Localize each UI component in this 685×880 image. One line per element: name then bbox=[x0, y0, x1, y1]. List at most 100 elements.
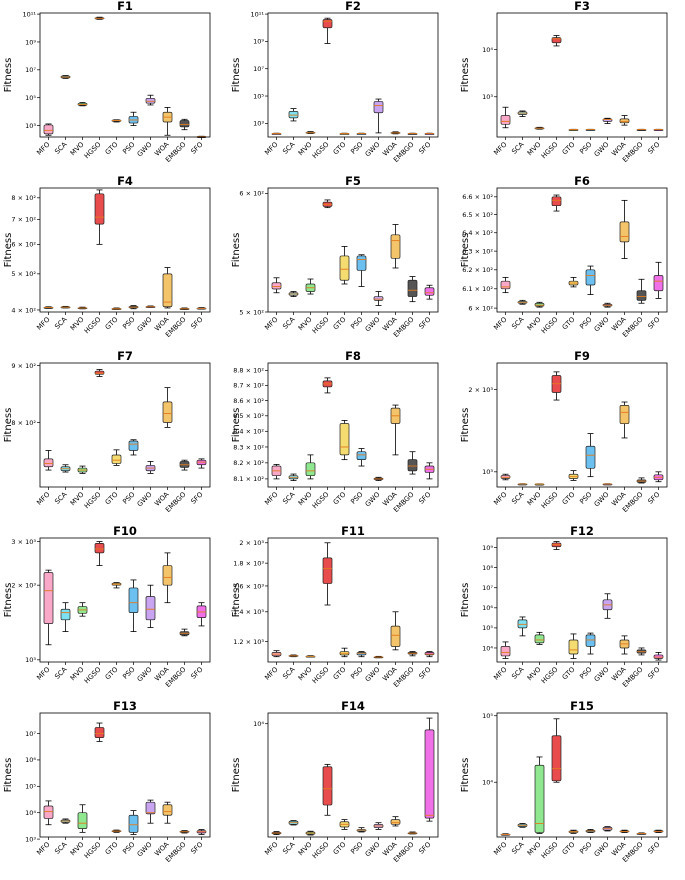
x-tick-label: SCA bbox=[53, 140, 69, 156]
box-iqr bbox=[94, 727, 105, 738]
box-iqr bbox=[568, 639, 579, 655]
x-tick-label: PSO bbox=[349, 490, 364, 505]
y-tick-label: 10³ bbox=[482, 93, 493, 101]
x-tick-label: GWO bbox=[593, 665, 611, 683]
x-tick-label: SFO bbox=[417, 140, 432, 155]
y-tick-label: 5 × 10² bbox=[239, 308, 264, 316]
x-tick-label: GTO bbox=[561, 665, 577, 681]
box-iqr bbox=[162, 804, 173, 816]
y-axis-label: Fitness bbox=[231, 583, 242, 618]
box-gto bbox=[339, 420, 350, 461]
box-mvo bbox=[534, 301, 545, 308]
x-tick-label: HGSO bbox=[311, 490, 331, 510]
x-tick-label: MFO bbox=[35, 315, 51, 331]
x-tick-label: GWO bbox=[593, 140, 611, 158]
box-pso bbox=[356, 132, 367, 135]
x-tick-label: SFO bbox=[646, 140, 661, 155]
box-iqr bbox=[322, 557, 333, 584]
y-axis-label: Fitness bbox=[231, 233, 242, 268]
box-iqr bbox=[585, 445, 596, 469]
x-tick-label: SFO bbox=[189, 490, 204, 505]
plot-frame bbox=[496, 187, 668, 313]
box-hgso bbox=[322, 199, 333, 209]
box-sfo bbox=[424, 651, 435, 658]
y-tick-label: 10⁷ bbox=[25, 66, 36, 74]
y-tick-label: 10¹¹ bbox=[23, 10, 37, 18]
y-axis-label: Fitness bbox=[3, 233, 14, 268]
x-tick-label: SCA bbox=[53, 315, 69, 331]
box-iqr bbox=[551, 735, 562, 782]
panel-title: F3 bbox=[574, 0, 590, 13]
box-mvo bbox=[305, 830, 316, 836]
box-iqr bbox=[390, 234, 401, 259]
box-sfo bbox=[196, 458, 207, 469]
y-tick-label: 8.4 × 10² bbox=[233, 428, 264, 436]
box-iqr bbox=[60, 608, 71, 621]
box-gwo bbox=[602, 117, 613, 124]
box-hgso bbox=[322, 763, 333, 816]
box-iqr bbox=[585, 634, 596, 647]
x-tick-label: MFO bbox=[263, 840, 279, 856]
y-tick-label: 7 × 10² bbox=[11, 216, 36, 224]
box-gto bbox=[111, 829, 122, 833]
x-tick-label: MFO bbox=[492, 840, 508, 856]
box-iqr bbox=[373, 296, 384, 301]
y-tick-label: 2 × 10³ bbox=[239, 539, 264, 547]
x-tick-label: GTO bbox=[332, 665, 348, 681]
x-tick-label: SCA bbox=[510, 665, 526, 681]
y-tick-label: 2 × 10³ bbox=[11, 581, 36, 589]
panel-f8: F8 Fitness 8.1 × 10² 8.2 × 10² 8.3 × 10² 8.4 … bbox=[231, 349, 439, 514]
box-hgso bbox=[322, 542, 333, 606]
box-sca bbox=[288, 473, 299, 481]
box-pso bbox=[585, 829, 596, 833]
box-gwo bbox=[145, 94, 156, 106]
box-gto bbox=[111, 582, 122, 589]
box-hgso bbox=[94, 189, 105, 245]
y-tick-label: 10⁷ bbox=[482, 584, 493, 592]
box-gto bbox=[568, 470, 579, 481]
box-pso bbox=[585, 265, 596, 295]
plot-frame bbox=[496, 712, 668, 838]
x-tick-label: MFO bbox=[263, 140, 279, 156]
x-tick-label: GWO bbox=[593, 490, 611, 508]
y-tick-label: 10⁵ bbox=[25, 94, 36, 102]
x-tick-label: GWO bbox=[593, 840, 611, 858]
box-woa bbox=[162, 267, 173, 309]
panel-title: F9 bbox=[574, 349, 590, 363]
plot-frame bbox=[496, 362, 668, 488]
box-sca bbox=[288, 820, 299, 826]
x-tick-label: PSO bbox=[349, 315, 364, 330]
box-iqr bbox=[585, 269, 596, 286]
panel-title: F11 bbox=[341, 524, 365, 538]
y-tick-label: 10³ bbox=[482, 468, 493, 476]
y-axis-label: Fitness bbox=[460, 58, 471, 93]
box-woa bbox=[619, 115, 630, 126]
box-iqr bbox=[407, 279, 418, 297]
box-iqr bbox=[551, 196, 562, 207]
x-tick-label: SFO bbox=[417, 490, 432, 505]
box-woa bbox=[162, 552, 173, 604]
x-tick-label: GWO bbox=[136, 140, 154, 158]
box-embgo bbox=[636, 647, 647, 656]
panel-title: F12 bbox=[570, 524, 594, 538]
box-iqr bbox=[43, 124, 54, 135]
box-mvo bbox=[77, 804, 88, 833]
panel-f11: F11 Fitness 1.2 × 10³ 1.4 × 10³ 1.6 × 10³ 1.8… bbox=[231, 524, 439, 689]
box-gwo bbox=[602, 302, 613, 308]
x-tick-label: SCA bbox=[510, 490, 526, 506]
box-gwo bbox=[373, 822, 384, 830]
x-tick-label: MFO bbox=[35, 840, 51, 856]
y-tick-label: 1.6 × 10³ bbox=[233, 582, 264, 590]
y-tick-label: 9 × 10² bbox=[11, 362, 36, 370]
box-hgso bbox=[551, 718, 562, 783]
x-tick-label: PSO bbox=[121, 140, 136, 155]
box-sfo bbox=[653, 128, 664, 131]
y-tick-label: 3 × 10³ bbox=[11, 538, 36, 546]
x-tick-label: PSO bbox=[578, 140, 593, 155]
box-hgso bbox=[94, 722, 105, 742]
box-hgso bbox=[322, 17, 333, 44]
